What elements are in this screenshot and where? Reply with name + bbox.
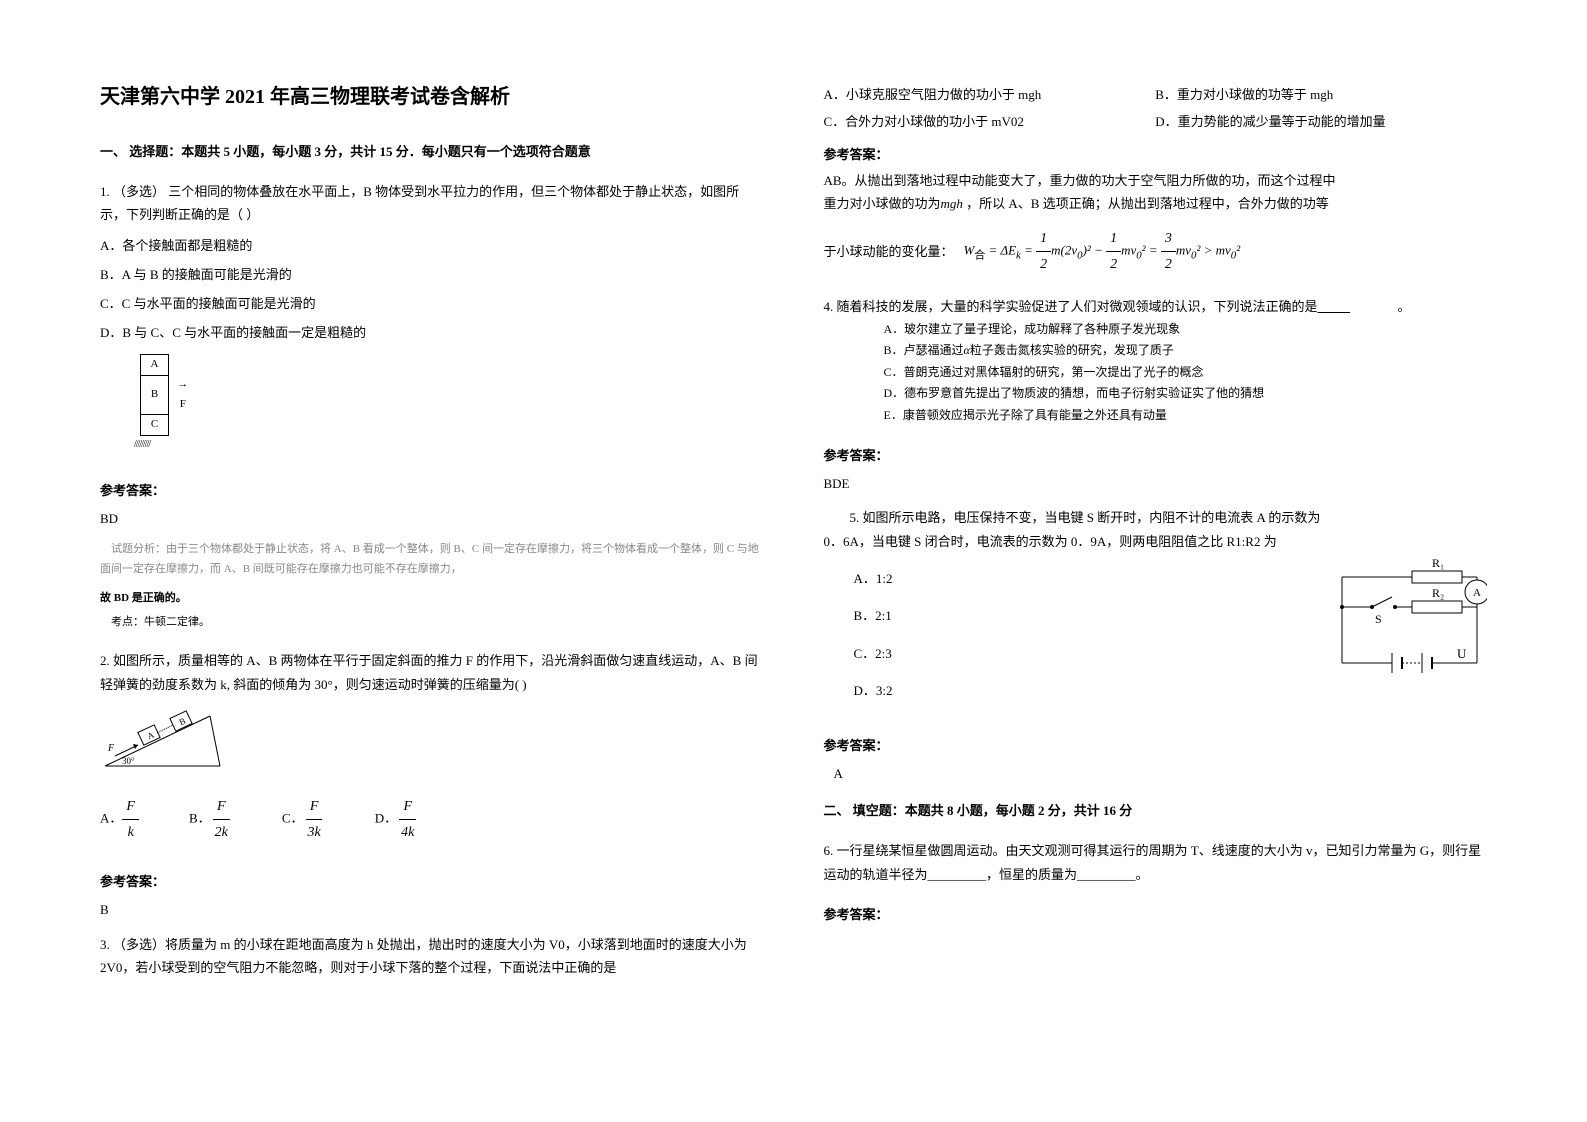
q2-optD: D．F4k — [375, 794, 419, 845]
q4-answer: BDE — [824, 474, 1488, 495]
question-5: 5. 如图所示电路，电压保持不变，当电键 S 断开时，内阻不计的电流表 A 的示… — [824, 506, 1488, 716]
block-B: B — [141, 375, 169, 415]
q3-answer-line1: AB。从抛出到落地过程中动能变大了，重力做的功大于空气阻力所做的功，而这个过程中 — [824, 169, 1488, 192]
q3-optA: A．小球克服空气阻力做的功小于 mgh — [824, 84, 1156, 103]
q1-answer: BD — [100, 509, 764, 530]
question-6: 6. 一行星绕某恒星做圆周运动。由天文观测可得其运行的周期为 T、线速度的大小为… — [824, 839, 1488, 886]
question-2: 2. 如图所示，质量相等的 A、B 两物体在平行于固定斜面的推力 F 的作用下，… — [100, 649, 764, 853]
question-1: 1. （多选） 三个相同的物体叠放在水平面上，B 物体受到水平拉力的作用，但三个… — [100, 180, 764, 462]
svg-text:U: U — [1457, 646, 1467, 661]
q3-text: 3. （多选）将质量为 m 的小球在距地面高度为 h 处抛出，抛出时的速度大小为… — [100, 933, 764, 980]
q6-answer-label: 参考答案： — [824, 904, 1488, 923]
svg-text:A: A — [145, 729, 156, 741]
svg-text:R₂: R₂ — [1432, 586, 1444, 600]
svg-text:R₁: R₁ — [1432, 556, 1444, 570]
q2-answer-label: 参考答案： — [100, 871, 764, 890]
q1-optA: A．各个接触面都是粗糙的 — [100, 233, 764, 259]
svg-text:B: B — [177, 716, 187, 728]
question-3: 3. （多选）将质量为 m 的小球在距地面高度为 h 处抛出，抛出时的速度大小为… — [100, 933, 764, 980]
ground-hatch: ///////// — [134, 436, 764, 454]
q5-text1: 5. 如图所示电路，电压保持不变，当电键 S 断开时，内阻不计的电流表 A 的示… — [824, 506, 1488, 529]
exam-title: 天津第六中学 2021 年高三物理联考试卷含解析 — [100, 80, 764, 109]
svg-text:F: F — [107, 743, 115, 754]
q5-answer-label: 参考答案： — [824, 735, 1488, 754]
stacked-blocks: A B→F C — [140, 354, 197, 436]
q2-answer: B — [100, 900, 764, 921]
q1-options: A．各个接触面都是粗糙的 B．A 与 B 的接触面可能是光滑的 C．C 与水平面… — [100, 233, 764, 346]
q5-circuit: R₁ R₂ S A — [1317, 553, 1487, 690]
q1-optC: C．C 与水平面的接触面可能是光滑的 — [100, 291, 764, 317]
q4-answer-label: 参考答案： — [824, 445, 1488, 464]
block-C: C — [141, 415, 169, 436]
q3-optB: B．重力对小球做的功等于 mgh — [1155, 84, 1487, 103]
q5-answer: A — [834, 764, 1488, 785]
q1-answer-label: 参考答案： — [100, 480, 764, 499]
q2-optB: B．F2k — [189, 794, 232, 845]
svg-text:S: S — [1375, 612, 1382, 626]
q3-answer-line2: 重力对小球做的功为mgh ，所以 A、B 选项正确；从抛出到落地过程中，合外力做… — [824, 192, 1488, 215]
q1-kaodian: 考点：牛顿二定律。 — [100, 613, 764, 629]
q4-options: A．玻尔建立了量子理论，成功解释了各种原子发光现象 B．卢瑟福通过α粒子轰击氮核… — [884, 319, 1488, 427]
q2-options: A．Fk B．F2k C．F3k D．F4k — [100, 794, 764, 845]
q2-optC: C．F3k — [282, 794, 325, 845]
q4-optC: C．普朗克通过对黑体辐射的研究，第一次提出了光子的概念 — [884, 362, 1488, 384]
q1-conclusion: 故 BD 是正确的。 — [100, 589, 764, 605]
q5-text2: 0．6A，当电键 S 闭合时，电流表的示数为 0．9A，则两电阻阻值之比 R1:… — [824, 530, 1488, 553]
q3-answer-line3: 于小球动能的变化量： W合 = ΔEk = 12m(2v0)² − 12mv0²… — [824, 216, 1488, 287]
section1-header: 一、 选择题：本题共 5 小题，每小题 3 分，共计 15 分．每小题只有一个选… — [100, 141, 764, 160]
q2-optA: A．Fk — [100, 794, 139, 845]
q4-optD: D．德布罗意首先提出了物质波的猜想，而电子衍射实验证实了他的猜想 — [884, 383, 1488, 405]
energy-formula: W合 = ΔEk = 12m(2v0)² − 12mv0² = 32mv0² >… — [964, 226, 1241, 277]
circuit-svg: R₁ R₂ S A — [1317, 553, 1487, 683]
incline-svg: A B F 30° — [100, 706, 230, 776]
q2-text: 2. 如图所示，质量相等的 A、B 两物体在平行于固定斜面的推力 F 的作用下，… — [100, 649, 764, 696]
force-arrow: →F — [169, 375, 197, 415]
section2-header: 二、 填空题：本题共 8 小题，每小题 2 分，共计 16 分 — [824, 800, 1488, 819]
q3-answer-label: 参考答案： — [824, 144, 1488, 163]
q1-optB: B．A 与 B 的接触面可能是光滑的 — [100, 262, 764, 288]
q3-optD: D．重力势能的减少量等于动能的增加量 — [1155, 111, 1487, 130]
q4-optA: A．玻尔建立了量子理论，成功解释了各种原子发光现象 — [884, 319, 1488, 341]
q1-figure: A B→F C ///////// — [100, 354, 764, 454]
svg-text:30°: 30° — [122, 756, 135, 766]
q3-options: A．小球克服空气阻力做的功小于 mgh B．重力对小球做的功等于 mgh C．合… — [824, 80, 1488, 134]
q1-optD: D．B 与 C、C 与水平面的接触面一定是粗糙的 — [100, 320, 764, 346]
q4-text: 4. 随着科技的发展，大量的科学实验促进了人们对微观领域的认识，下列说法正确的是… — [824, 295, 1488, 318]
q4-optB: B．卢瑟福通过α粒子轰击氮核实验的研究，发现了质子 — [884, 340, 1488, 362]
q1-text: 1. （多选） 三个相同的物体叠放在水平面上，B 物体受到水平拉力的作用，但三个… — [100, 180, 764, 227]
left-column: 天津第六中学 2021 年高三物理联考试卷含解析 一、 选择题：本题共 5 小题… — [100, 80, 764, 1042]
q6-text: 6. 一行星绕某恒星做圆周运动。由天文观测可得其运行的周期为 T、线速度的大小为… — [824, 839, 1488, 886]
q2-figure: A B F 30° — [100, 706, 764, 783]
right-column: A．小球克服空气阻力做的功小于 mgh B．重力对小球做的功等于 mgh C．合… — [824, 80, 1488, 1042]
q1-analysis: 试题分析：由于三个物体都处于静止状态，将 A、B 看成一个整体，则 B、C 间一… — [100, 540, 764, 580]
svg-text:A: A — [1473, 587, 1481, 599]
q3-optC: C．合外力对小球做的功小于 mV02 — [824, 111, 1156, 130]
q4-optE: E．康普顿效应揭示光子除了具有能量之外还具有动量 — [884, 405, 1488, 427]
question-4: 4. 随着科技的发展，大量的科学实验促进了人们对微观领域的认识，下列说法正确的是… — [824, 295, 1488, 426]
block-A: A — [141, 354, 169, 375]
